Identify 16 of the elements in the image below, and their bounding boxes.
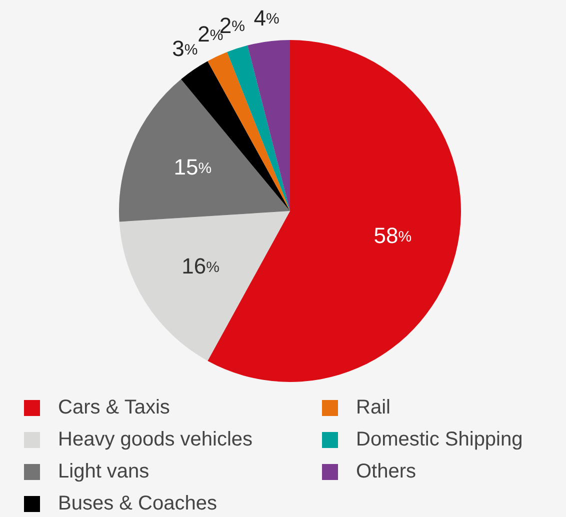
data-label: 15% — [174, 154, 212, 180]
data-label: 16% — [182, 254, 220, 279]
data-label: 3% — [172, 36, 198, 62]
legend-label: Light vans — [58, 460, 150, 482]
legend-label: Others — [356, 460, 416, 482]
pie-slice — [247, 40, 290, 211]
pie-slice — [227, 45, 290, 211]
legend-label: Domestic Shipping — [356, 428, 523, 450]
pie-slice — [119, 79, 290, 222]
data-label: 4% — [254, 5, 280, 30]
legend-label: Buses & Coaches — [58, 492, 217, 514]
data-label: 58% — [374, 223, 412, 248]
legend-label: Cars & Taxis — [58, 396, 170, 418]
legend-label: Heavy goods vehicles — [58, 428, 253, 450]
legend-label: Rail — [356, 396, 390, 418]
pie-slice — [119, 211, 290, 361]
